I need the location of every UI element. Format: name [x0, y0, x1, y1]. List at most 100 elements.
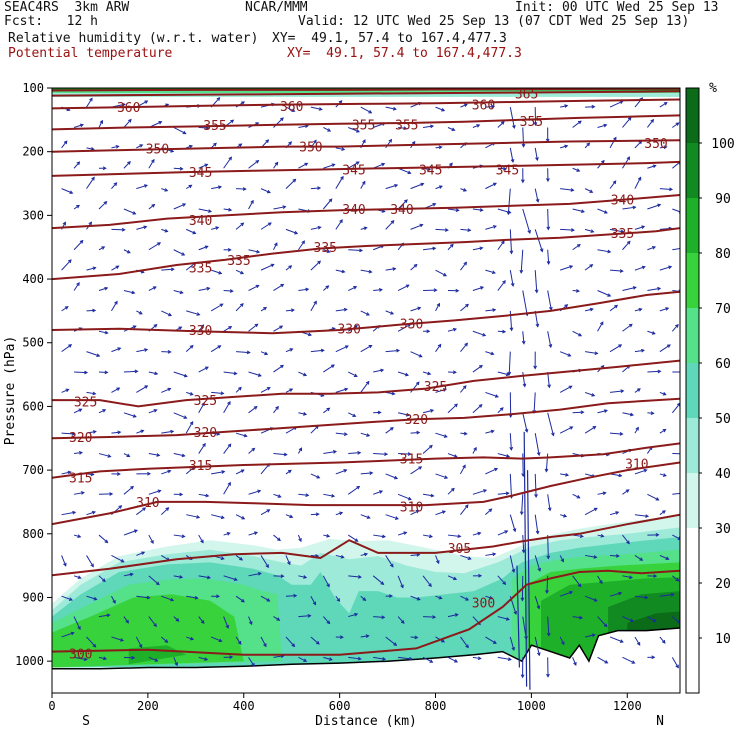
wind-vector	[659, 510, 666, 516]
wind-vector-head	[229, 289, 234, 293]
wind-vector-head	[368, 344, 373, 349]
colorbar-frame	[685, 87, 700, 694]
wind-vector-head	[117, 430, 122, 435]
wind-vector	[572, 290, 579, 292]
wind-vector	[672, 616, 680, 624]
wind-vector	[485, 182, 497, 190]
wind-vector-head	[490, 351, 495, 356]
wind-vector	[385, 220, 395, 230]
wind-vector	[622, 286, 636, 292]
wind-vector-head	[280, 117, 284, 122]
wind-vector	[148, 204, 155, 210]
wind-vector	[472, 365, 483, 373]
wind-vector-head	[428, 534, 433, 539]
wind-vector	[198, 402, 205, 414]
wind-vector	[298, 371, 307, 376]
wind-vector-head	[313, 139, 317, 144]
wind-vector-head	[266, 387, 271, 391]
wind-vector	[73, 656, 87, 661]
wind-vector-head	[391, 391, 396, 396]
wind-vector	[609, 228, 624, 233]
wind-vector	[148, 159, 155, 169]
wind-vector	[310, 226, 321, 230]
wind-vector-head	[243, 433, 248, 438]
wind-vector-head	[564, 144, 569, 149]
wind-vector-head	[80, 491, 85, 495]
wind-vector-head	[298, 447, 303, 452]
wind-vector-head	[227, 443, 232, 448]
wind-vector	[385, 349, 400, 353]
wind-vector-head	[619, 639, 624, 643]
wind-vector	[98, 409, 106, 414]
wind-vector	[584, 507, 598, 516]
wind-vector-head	[652, 618, 657, 623]
wind-vector-head	[565, 472, 570, 477]
wind-vector-head	[263, 306, 268, 311]
wind-vector	[148, 371, 158, 375]
wind-vector-strong	[523, 431, 528, 687]
wind-vector-head	[315, 512, 320, 517]
wind-vector	[360, 181, 366, 189]
wind-vector-head	[492, 640, 497, 644]
wind-vector-head	[238, 386, 242, 391]
contour-label-330: 330	[400, 318, 423, 333]
wind-vector-head	[462, 464, 466, 469]
wind-vector-head	[668, 265, 673, 270]
wind-vector	[360, 514, 370, 519]
contour-label-350: 350	[299, 141, 322, 156]
wind-vector-head	[602, 491, 607, 496]
wind-vector	[422, 575, 432, 587]
wind-vector-head	[570, 228, 575, 232]
wind-vector-head	[167, 350, 172, 354]
wind-vector	[572, 244, 581, 251]
theta-contour-360	[52, 98, 680, 110]
wind-vector	[285, 388, 293, 393]
wind-vector	[235, 222, 244, 230]
colorbar-bin	[686, 528, 699, 583]
wind-vector-head	[179, 290, 184, 295]
wind-vector	[460, 228, 471, 231]
wind-vector-head	[147, 471, 152, 476]
wind-vector	[559, 265, 573, 271]
wind-vector	[435, 106, 445, 112]
wind-vector	[186, 636, 194, 640]
wind-vector-head	[127, 118, 132, 123]
wind-vector-head	[521, 340, 526, 345]
wind-vector-head	[567, 353, 572, 357]
wind-vector-head	[369, 471, 374, 475]
wind-vector	[285, 595, 297, 597]
wind-vector	[584, 554, 597, 558]
wind-vector	[559, 385, 572, 393]
wind-vector	[123, 656, 135, 659]
wind-vector	[235, 303, 244, 312]
wind-vector-head	[663, 102, 668, 106]
wind-vector	[210, 636, 222, 642]
wind-vector	[360, 310, 370, 316]
x-tick-label: 1200	[613, 699, 642, 713]
wind-vector	[634, 555, 643, 561]
wind-vector	[534, 555, 541, 572]
wind-vector-head	[600, 533, 605, 538]
wind-vector-head	[536, 605, 541, 610]
wind-vector-head	[520, 597, 525, 602]
wind-vector-head	[326, 249, 331, 254]
wind-vector	[385, 310, 394, 315]
wind-vector-head	[170, 267, 175, 272]
wind-vector-head	[441, 107, 446, 112]
wind-vector	[472, 330, 486, 337]
wind-vector-head	[580, 410, 585, 415]
wind-vector	[447, 488, 455, 495]
wind-vector	[273, 364, 284, 373]
wind-vector-head	[548, 344, 553, 349]
wind-vector-head	[594, 351, 599, 356]
wind-vector-head	[264, 351, 269, 356]
wind-vector-head	[220, 556, 225, 560]
wind-vector	[597, 249, 611, 253]
wind-vector	[173, 371, 188, 377]
wind-vector	[248, 657, 255, 667]
wind-vector	[622, 534, 630, 544]
wind-vector	[509, 107, 515, 129]
wind-vector	[86, 636, 96, 648]
contour-label-340: 340	[611, 193, 634, 208]
wind-vector-head	[415, 510, 420, 514]
